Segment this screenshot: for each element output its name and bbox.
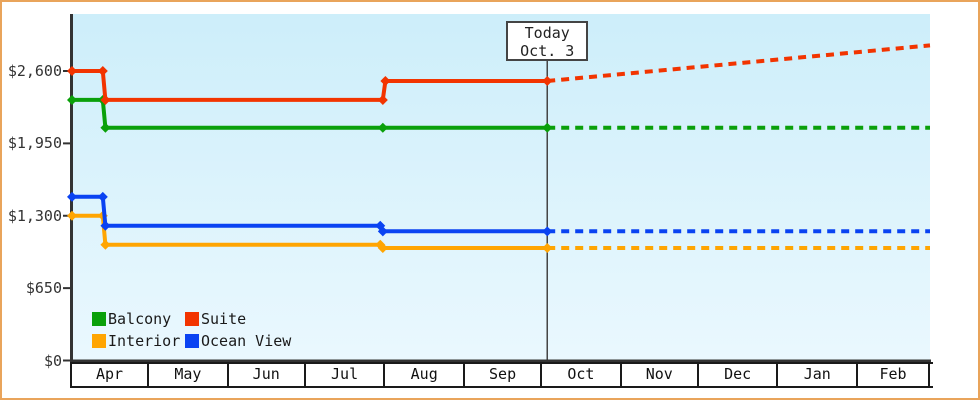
today-box-title: Today — [524, 24, 570, 42]
y-axis-line — [70, 14, 73, 363]
data-point-marker — [100, 239, 111, 250]
data-point-marker — [67, 210, 77, 221]
price-line-solid — [72, 213, 548, 250]
y-axis-label: $1,950 — [7, 134, 62, 153]
data-point-marker — [377, 122, 388, 133]
data-point-marker — [67, 66, 77, 76]
month-cell: Apr — [72, 364, 150, 386]
month-cell: Aug — [385, 364, 466, 386]
legend-swatch-icon — [185, 334, 199, 348]
data-point-marker — [100, 94, 111, 105]
y-axis-label: $1,300 — [7, 206, 62, 225]
legend-swatch-icon — [92, 334, 106, 348]
data-point-marker — [100, 122, 111, 133]
data-point-marker — [67, 94, 77, 105]
today-box-date: Oct. 3 — [520, 42, 575, 60]
month-cell: Feb — [858, 364, 930, 386]
series-suite — [67, 43, 931, 105]
legend-item: Suite — [185, 310, 291, 328]
legend-item: Balcony — [92, 310, 185, 328]
today-box: Today Oct. 3 — [506, 21, 589, 61]
legend-swatch-icon — [92, 312, 106, 326]
month-cell: Dec — [699, 364, 779, 386]
month-cell: May — [149, 364, 229, 386]
legend-label: Interior — [108, 332, 181, 350]
data-point-marker — [377, 243, 388, 254]
plot-area — [72, 14, 930, 361]
month-cell: Sep — [465, 364, 543, 386]
data-point-marker — [377, 226, 388, 237]
legend-label: Suite — [201, 310, 247, 328]
series-ocean-view — [67, 191, 930, 237]
data-point-marker — [542, 226, 553, 237]
data-point-marker — [67, 191, 77, 202]
y-axis-label: $650 — [25, 279, 62, 298]
data-point-marker — [377, 94, 388, 105]
legend: Balcony Suite Interior Ocean View — [92, 310, 292, 350]
legend-item: Ocean View — [185, 332, 292, 350]
x-axis-line — [70, 359, 931, 362]
month-cell: Oct — [542, 364, 622, 386]
data-point-marker — [542, 76, 553, 87]
legend-item: Interior — [92, 332, 185, 350]
price-line-solid — [72, 194, 548, 234]
month-cell: Nov — [622, 364, 699, 386]
data-point-marker — [97, 66, 108, 76]
month-cell: Jun — [229, 364, 306, 386]
month-cell: Jul — [306, 364, 386, 386]
data-point-marker — [97, 191, 108, 202]
series-interior — [67, 210, 930, 254]
y-axis-label: $2,600 — [7, 62, 62, 80]
data-point-marker — [542, 243, 553, 254]
data-point-marker — [380, 76, 391, 87]
legend-label: Ocean View — [201, 332, 292, 350]
x-axis-month-band: Apr May Jun Jul Aug Sep Oct Nov Dec Jan Feb — [70, 362, 933, 388]
price-line-solid — [72, 69, 548, 102]
legend-label: Balcony — [108, 310, 172, 328]
legend-swatch-icon — [185, 312, 199, 326]
data-point-marker — [100, 220, 111, 231]
month-cell: Jan — [778, 364, 859, 386]
data-point-marker — [542, 122, 553, 133]
y-axis-label: $0 — [43, 351, 62, 370]
